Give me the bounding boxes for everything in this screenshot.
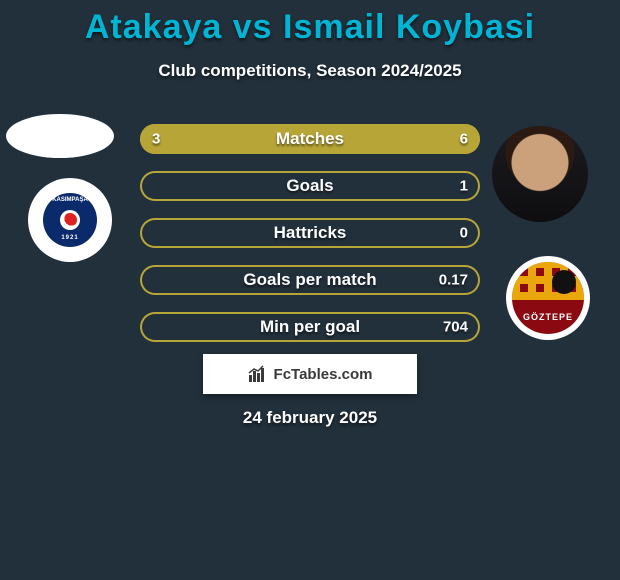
stat-row: Goals 1	[140, 171, 480, 201]
bar-chart-icon	[248, 365, 268, 383]
ball-icon	[552, 270, 576, 294]
comparison-infographic: Atakaya vs Ismail Koybasi Club competiti…	[0, 0, 620, 580]
player2-club-badge: GÖZTEPE	[506, 256, 590, 340]
stat-row: Min per goal 704	[140, 312, 480, 342]
stats-container: 3 Matches 6 Goals 1 Hattricks 0 Goals per match…	[140, 124, 480, 342]
stat-value-right: 0.17	[439, 272, 468, 289]
turkey-flag-icon	[60, 210, 80, 230]
date-text: 24 february 2025	[243, 408, 377, 428]
stat-value-right: 1	[460, 178, 468, 195]
kasimpasa-shield-icon: KASIMPAŞA 1921	[43, 193, 97, 247]
stat-value-right: 704	[443, 319, 468, 336]
club1-text-top: KASIMPAŞA	[43, 197, 97, 203]
player1-club-badge: KASIMPAŞA 1921	[28, 178, 112, 262]
stat-value-right: 6	[460, 131, 468, 148]
stat-row: Hattricks 0	[140, 218, 480, 248]
stat-label: Hattricks	[274, 223, 347, 243]
stat-label: Goals	[286, 176, 333, 196]
club1-text-bottom: 1921	[43, 235, 97, 241]
goztepe-shield-icon: GÖZTEPE	[512, 262, 584, 334]
stat-value-left: 3	[152, 131, 160, 148]
club2-text: GÖZTEPE	[512, 312, 584, 322]
watermark-text: FcTables.com	[274, 366, 373, 383]
player2-face-icon	[492, 126, 588, 222]
stat-label: Matches	[276, 129, 344, 149]
stat-label: Min per goal	[260, 317, 360, 337]
stat-row: Goals per match 0.17	[140, 265, 480, 295]
player1-avatar	[6, 114, 114, 158]
watermark: FcTables.com	[203, 354, 417, 394]
page-subtitle: Club competitions, Season 2024/2025	[0, 61, 620, 81]
stat-label: Goals per match	[243, 270, 376, 290]
stat-row: 3 Matches 6	[140, 124, 480, 154]
player2-avatar	[492, 126, 588, 222]
stat-value-right: 0	[460, 225, 468, 242]
page-title: Atakaya vs Ismail Koybasi	[0, 0, 620, 47]
